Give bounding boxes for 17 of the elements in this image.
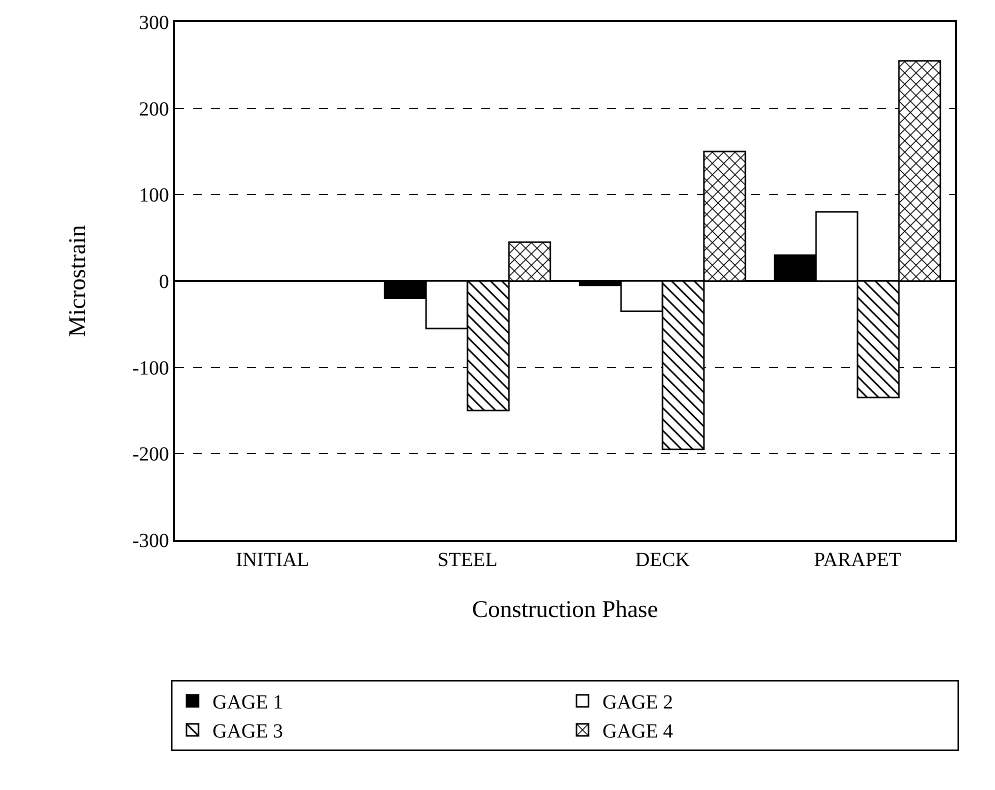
y-tick-label: -200 (132, 444, 169, 466)
legend-label: GAGE 1 (212, 692, 284, 714)
x-axis-title: Construction Phase (472, 596, 658, 623)
y-tick-label: -300 (132, 530, 169, 552)
x-tick-label: PARAPET (814, 549, 902, 571)
legend-label: GAGE 3 (212, 720, 284, 743)
y-axis-title: Microstrain (64, 225, 91, 337)
y-tick-label: -100 (132, 357, 169, 380)
x-tick-label: DECK (635, 549, 690, 571)
legend-label: GAGE 2 (602, 692, 674, 714)
y-tick-label: 0 (159, 271, 169, 293)
legend-label: GAGE 4 (602, 720, 674, 743)
y-tick-label: 200 (139, 98, 169, 120)
x-tick-label: STEEL (438, 549, 498, 571)
y-tick-label: 100 (139, 184, 169, 207)
x-tick-label: INITIAL (236, 549, 310, 571)
y-tick-label: 300 (139, 12, 169, 34)
